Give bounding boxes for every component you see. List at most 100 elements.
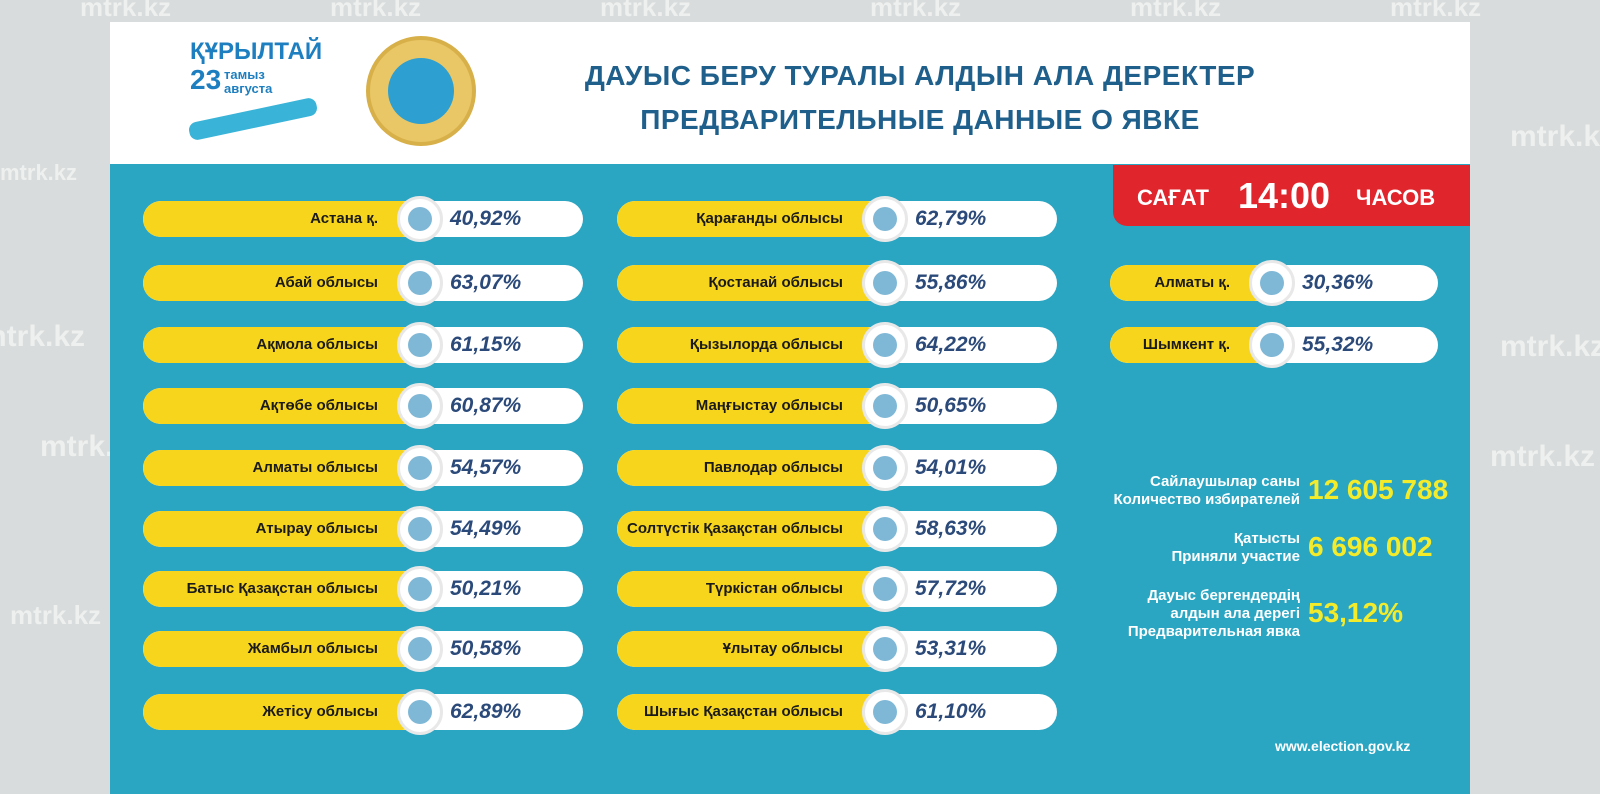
region-emblem [862,506,908,552]
region-emblem [397,196,443,242]
region-name: Абай облысы [274,274,378,291]
region-bar [617,571,885,607]
region-emblem [397,445,443,491]
region-bar [143,631,420,667]
region-bar [143,388,420,424]
region-row: Жетісу облысы 62,89% [143,694,583,730]
region-name: Батыс Қазақстан облысы [186,580,378,597]
region-name: Алматы қ. [1154,274,1230,291]
region-name: Атырау облысы [255,520,378,537]
region-value: 63,07% [450,271,522,294]
region-row: Түркістан облысы 57,72% [617,571,1057,607]
region-name: Жетісу облысы [262,703,378,720]
region-name: Қостанай облысы [708,274,844,291]
region-name: Солтүстік Қазақстан облысы [627,520,843,537]
region-bar [617,511,885,547]
region-name: Маңғыстау облысы [695,397,843,414]
region-value: 40,92% [450,207,522,230]
region-emblem [397,322,443,368]
region-name: Шығыс Қазақстан облысы [643,703,843,720]
region-emblem [862,689,908,735]
logo-day: 23 [190,64,222,95]
region-name: Ақмола облысы [256,336,378,353]
stat-label-line: Предварительная явка [1127,623,1300,640]
watermark: mtrk.kz [600,0,692,22]
region-emblem [862,626,908,672]
region-value: 53,31% [915,637,987,660]
region-emblem [862,260,908,306]
region-row: Астана қ. 40,92% [143,201,583,237]
stat-label-line: Сайлаушылар саны [1149,473,1300,490]
watermark: mtrk.kz [1500,330,1600,363]
region-value: 60,87% [450,394,522,417]
region-bar [617,265,885,301]
region-row: Абай облысы 63,07% [143,265,583,301]
region-row: Батыс Қазақстан облысы 50,21% [143,571,583,607]
region-name: Түркістан облысы [705,580,843,597]
logo-word: ҚҰРЫЛТАЙ [190,38,323,65]
region-row: Ақмола облысы 61,15% [143,327,583,363]
region-bar [143,571,420,607]
region-emblem [1249,260,1295,306]
region-row: Павлодар облысы 54,01% [617,450,1057,486]
header: ҚҰРЫЛТАЙ 23 тамыз августа ДАУЫС БЕРУ ТУР… [110,22,1470,164]
region-emblem [397,506,443,552]
region-name: Қызылорда облысы [689,336,843,353]
stat-label-line: алдын ала дерегі [1170,605,1300,622]
logo-month-ru: августа [224,81,273,96]
region-emblem [1249,322,1295,368]
watermark: mtrk.kz [0,160,78,185]
region-row: Жамбыл облысы 50,58% [143,631,583,667]
stat-label-line: Дауыс бергендердің [1147,587,1300,604]
stat-label-line: Қатысты [1233,530,1300,547]
watermark: mtrk.kz [1390,0,1482,22]
region-value: 50,58% [450,637,522,660]
region-emblem [862,383,908,429]
region-name: Жамбыл облысы [247,640,378,657]
region-name: Шымкент қ. [1142,336,1230,353]
region-emblem [397,689,443,735]
infographic-panel: ҚҰРЫЛТАЙ 23 тамыз августа ДАУЫС БЕРУ ТУР… [110,22,1470,794]
region-bar [1110,327,1272,363]
footer-url: www.election.gov.kz [1275,738,1411,754]
cec-emblem-center [388,58,454,124]
region-bar [617,631,885,667]
region-value: 58,63% [915,517,987,540]
watermark: mtrk.kz [1490,440,1596,473]
region-bar [143,450,420,486]
region-value: 55,32% [1302,333,1374,356]
region-bar [617,388,885,424]
logo-month-kz: тамыз [224,67,265,82]
region-emblem [862,196,908,242]
region-value: 64,22% [915,333,987,356]
region-value: 50,21% [450,577,522,600]
region-row: Қостанай облысы 55,86% [617,265,1057,301]
region-row: Ұлытау облысы 53,31% [617,631,1057,667]
region-bar [617,327,885,363]
watermark: mtrk.kz [870,0,962,22]
region-name: Алматы облысы [252,459,378,476]
region-row: Шығыс Қазақстан облысы 61,10% [617,694,1057,730]
region-value: 62,89% [450,700,522,723]
region-row: Маңғыстау облысы 50,65% [617,388,1057,424]
region-emblem [397,626,443,672]
region-emblem [862,322,908,368]
time-prefix: САҒАТ [1137,185,1209,210]
watermark: mtrk.kz [330,0,422,22]
region-name: Павлодар облысы [703,459,843,476]
region-value: 61,15% [450,333,522,356]
region-value: 54,57% [450,456,522,479]
watermark: mtrk.kz [1130,0,1222,22]
region-row: Ақтөбе облысы 60,87% [143,388,583,424]
stat-label-line: Приняли участие [1171,548,1300,565]
title-ru: ПРЕДВАРИТЕЛЬНЫЕ ДАННЫЕ О ЯВКЕ [640,104,1200,135]
region-bar [617,201,885,237]
region-row: Солтүстік Қазақстан облысы 58,63% [617,511,1057,547]
region-value: 54,49% [450,517,522,540]
region-name: Ұлытау облысы [722,640,843,657]
region-bar [617,694,885,730]
region-value: 61,10% [915,700,987,723]
time-value: 14:00 [1238,175,1331,216]
time-badge: САҒАТ 14:00 ЧАСОВ [1113,165,1470,226]
